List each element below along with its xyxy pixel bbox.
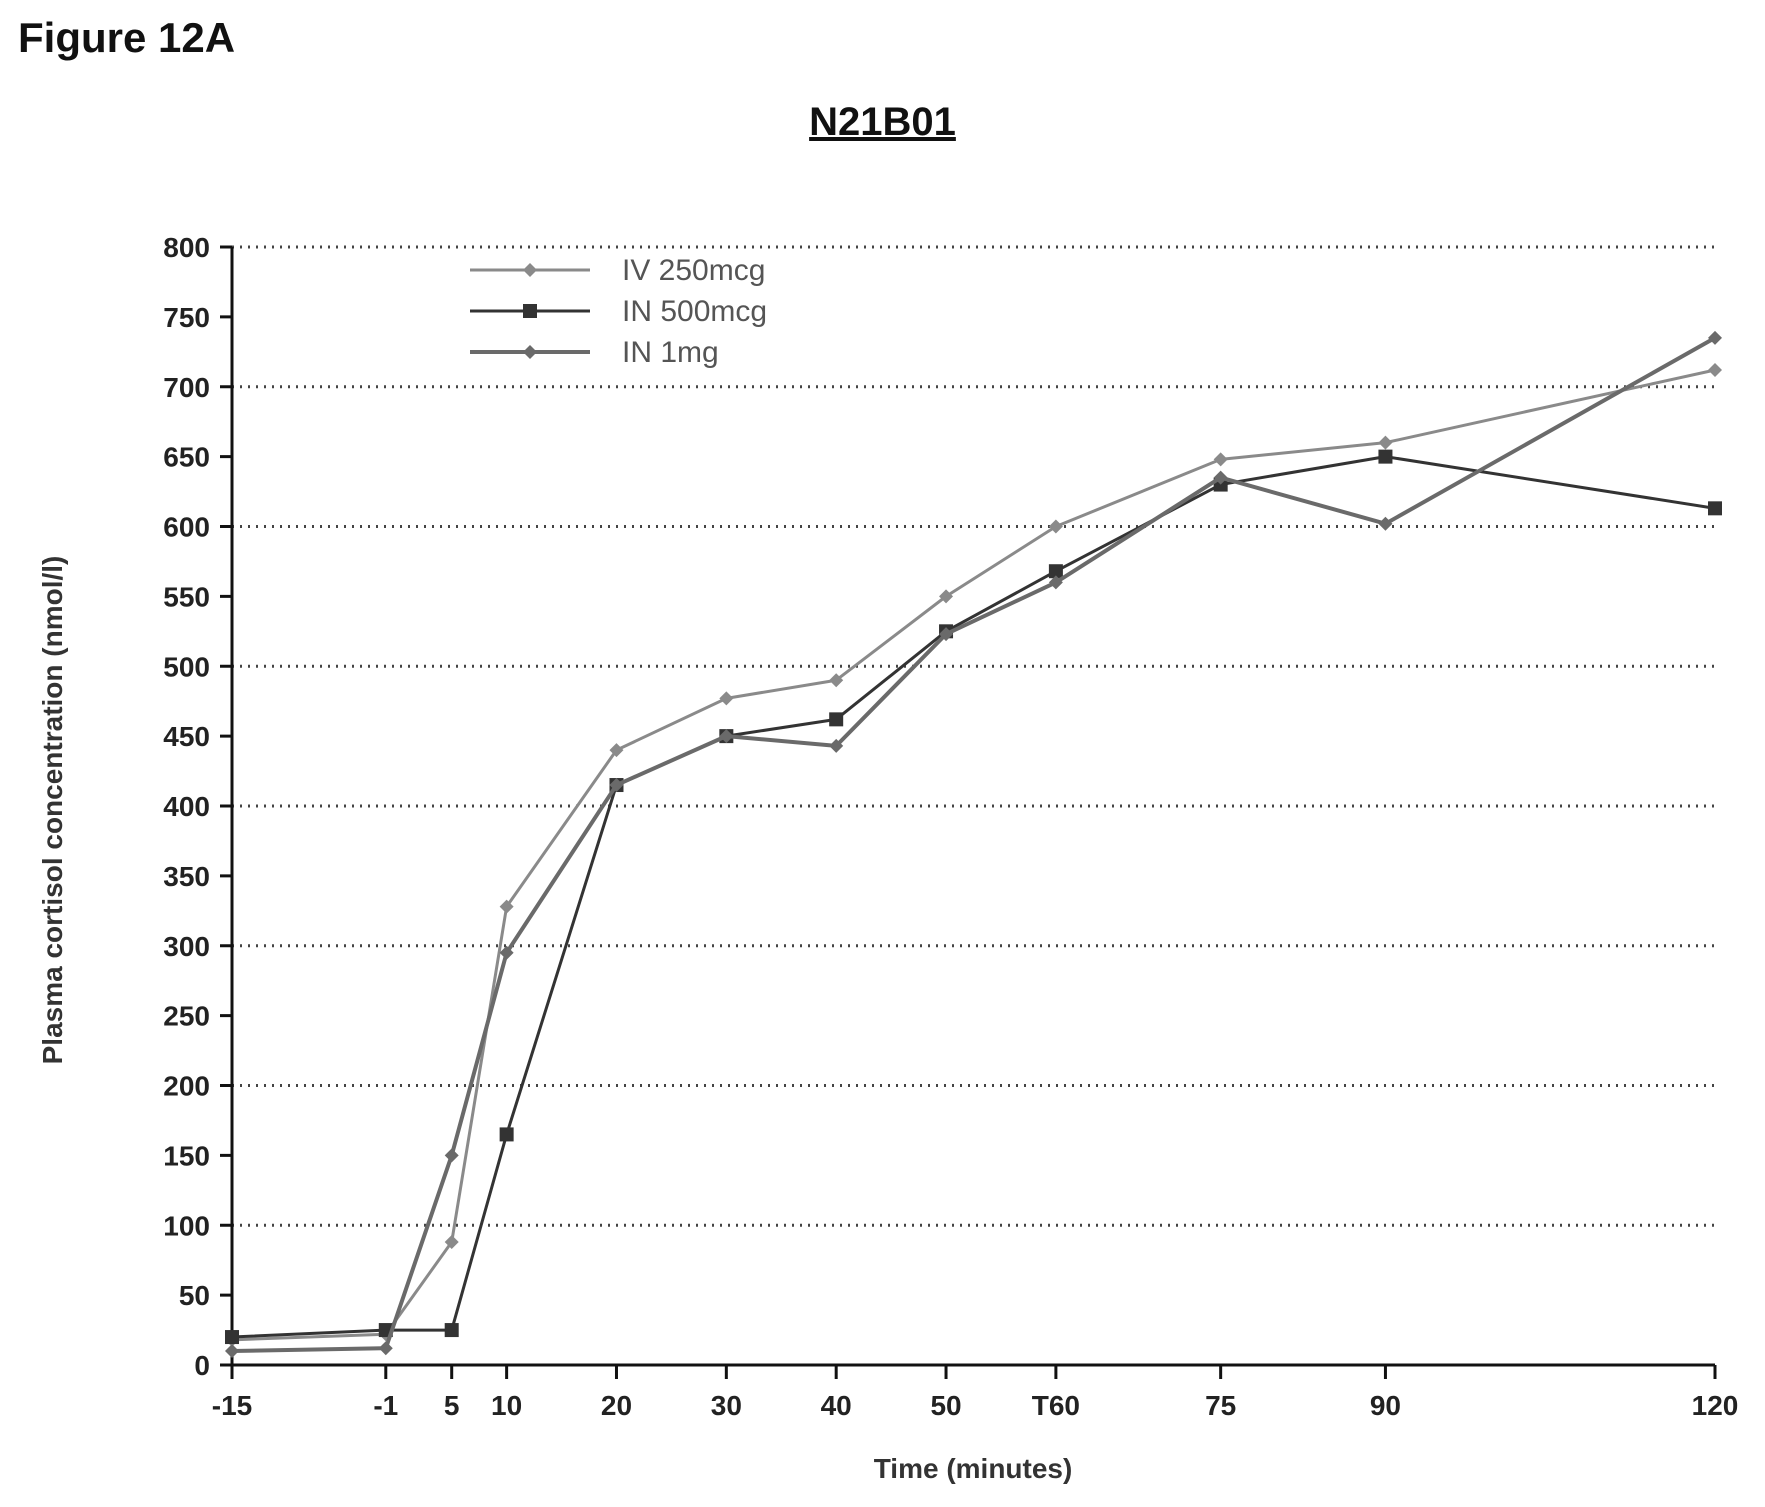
series-line — [231, 455, 1716, 1339]
legend-item: IN 500mcg — [470, 295, 767, 328]
gridlines — [232, 245, 1715, 1227]
legend-item: IV 250mcg — [470, 254, 765, 287]
data-point — [499, 945, 514, 960]
x-tick-label: 40 — [821, 1390, 852, 1421]
x-tick-label: T60 — [1032, 1390, 1080, 1421]
data-point — [444, 1148, 459, 1163]
y-tick-label: 300 — [163, 931, 210, 962]
y-tick-label: 50 — [179, 1280, 210, 1311]
data-point — [1378, 516, 1393, 531]
data-point — [939, 627, 954, 642]
series-line — [231, 368, 1716, 1342]
legend-item: IN 1mg — [470, 336, 719, 369]
x-tick-label: 30 — [711, 1390, 742, 1421]
data-point — [1378, 435, 1393, 450]
data-point — [378, 1341, 393, 1356]
y-axis-ticks: 0 50 100 150 200 250 300 350 400 450 500 550 600 650 7… — [163, 232, 232, 1381]
y-tick-label: 0 — [194, 1350, 210, 1381]
legend-label: IN 1mg — [622, 336, 719, 369]
x-tick-label: -15 — [212, 1390, 252, 1421]
data-point — [609, 778, 624, 793]
data-point — [1048, 564, 1063, 579]
data-point — [829, 738, 844, 753]
figure-label: Figure 12A — [18, 14, 236, 61]
data-point — [939, 589, 954, 604]
x-tick-label: 50 — [930, 1390, 961, 1421]
data-point — [1708, 330, 1722, 345]
y-tick-label: 150 — [163, 1140, 210, 1171]
y-tick-label: 400 — [163, 791, 210, 822]
x-axis-ticks: -15 -1 5 10 20 30 40 50 T60 75 90 120 — [212, 1365, 1739, 1421]
data-point — [1378, 449, 1393, 464]
y-axis-title: Plasma cortisol concentration (nmol/l) — [37, 556, 68, 1065]
x-tick-label: 20 — [601, 1390, 632, 1421]
x-tick-label: 10 — [491, 1390, 522, 1421]
data-point — [719, 729, 734, 744]
y-tick-label: 200 — [163, 1071, 210, 1102]
x-tick-label: 120 — [1692, 1390, 1739, 1421]
x-axis-title: Time (minutes) — [874, 1453, 1073, 1484]
y-tick-label: 500 — [163, 651, 210, 682]
y-tick-label: 100 — [163, 1210, 210, 1241]
x-tick-label: 75 — [1205, 1390, 1236, 1421]
data-point — [444, 1235, 459, 1250]
legend-swatch-marker — [523, 263, 537, 277]
y-tick-label: 750 — [163, 302, 210, 333]
data-point — [225, 1344, 239, 1359]
data-point — [829, 712, 844, 727]
series-group — [225, 330, 1722, 1359]
x-tick-label: 90 — [1370, 1390, 1401, 1421]
data-point — [1048, 575, 1063, 590]
data-point — [1048, 519, 1063, 534]
data-point — [609, 743, 624, 758]
data-point — [1213, 452, 1228, 467]
series-line — [231, 336, 1716, 1354]
legend: IV 250mcg IN 500mcg IN 1mg — [470, 254, 767, 369]
data-point — [1708, 362, 1722, 377]
x-tick-label: -1 — [373, 1390, 398, 1421]
chart-title: N21B01 — [809, 100, 956, 144]
data-point — [499, 1127, 514, 1142]
data-point — [719, 691, 734, 706]
y-tick-label: 450 — [163, 721, 210, 752]
y-tick-label: 250 — [163, 1001, 210, 1032]
legend-swatch-marker — [523, 304, 537, 318]
data-point — [499, 899, 514, 914]
y-tick-label: 600 — [163, 512, 210, 543]
legend-label: IN 500mcg — [622, 295, 767, 328]
y-tick-label: 800 — [163, 232, 210, 263]
data-point — [225, 1330, 239, 1345]
legend-swatch-marker — [523, 345, 537, 359]
data-point — [1708, 501, 1722, 516]
data-point — [444, 1323, 459, 1338]
legend-label: IV 250mcg — [622, 254, 765, 287]
series-3 — [225, 330, 1722, 1359]
y-tick-label: 550 — [163, 581, 210, 612]
data-point — [829, 673, 844, 688]
data-point — [1213, 470, 1228, 485]
series-1 — [225, 362, 1722, 1347]
y-tick-label: 700 — [163, 372, 210, 403]
axes — [230, 247, 1715, 1367]
series-2 — [225, 449, 1722, 1345]
y-tick-label: 650 — [163, 442, 210, 473]
x-tick-label: 5 — [444, 1390, 460, 1421]
y-tick-label: 350 — [163, 861, 210, 892]
